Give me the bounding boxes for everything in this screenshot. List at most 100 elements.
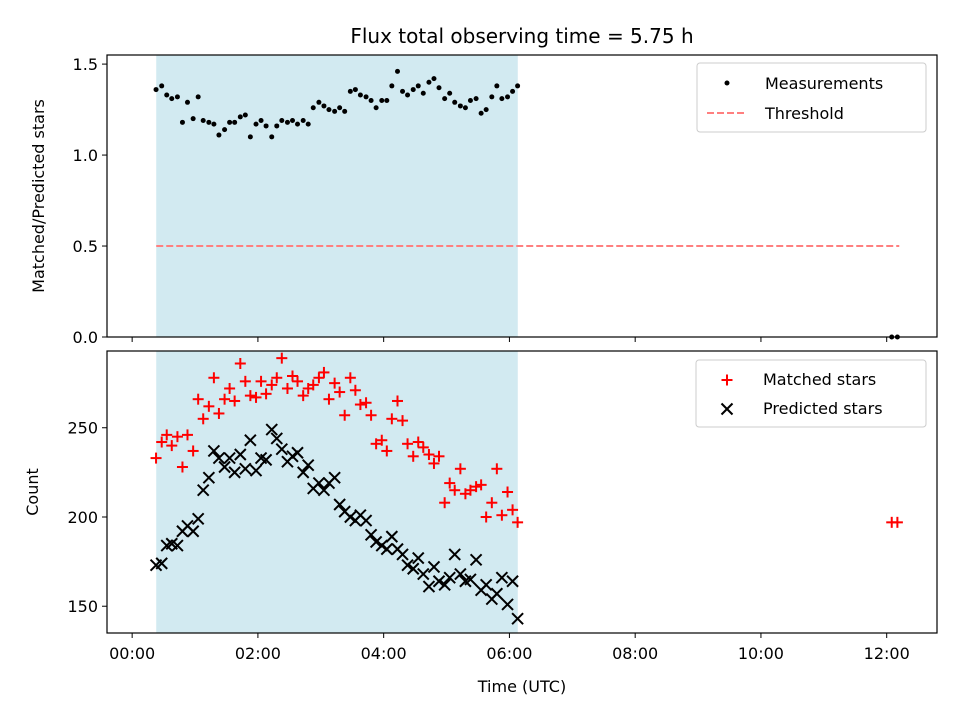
predicted-star-point-b [212,451,226,465]
matched-star-point [386,413,398,425]
predicted-star-point-b [511,612,524,625]
matched-star-point [433,450,445,462]
measurement-point [232,119,238,125]
matched-star-point [365,409,377,421]
predicted-star-point-b [291,446,304,459]
predicted-star-point [448,548,461,561]
predicted-star-point-b [469,553,483,567]
measurement-point [442,96,448,102]
predicted-star-point [359,514,373,527]
predicted-star-point [275,442,289,456]
matched-star-point [244,390,256,402]
matched-star-point [161,429,173,441]
top-y-tick-label: 1.0 [73,146,98,165]
predicted-star-point-b [223,451,236,465]
matched-star-point [417,441,429,453]
predicted-star-point [438,578,451,592]
top-legend-box [696,62,927,133]
x-tick-label: 10:00 [738,644,784,663]
predicted-star-point [312,476,326,490]
matched-star-point [512,516,524,528]
measurement-point [494,83,500,89]
measurement-point [179,119,185,125]
predicted-star-point [422,580,436,593]
matched-star-point [323,393,335,405]
measurement-point [159,83,165,89]
measurement-point [467,97,473,103]
predicted-star-point-b [333,498,346,511]
top-y-tick-label: 0.0 [73,328,98,347]
predicted-star-point-b [202,471,216,484]
predicted-star-point-b [354,508,367,522]
bottom-legend-box [695,359,927,428]
legend-measurements-label: Measurements [765,74,883,93]
predicted-star-point [212,451,226,465]
predicted-star-point [427,560,441,574]
legend-matched-marker [721,374,733,386]
bottom-y-tick-label: 200 [67,508,98,527]
predicted-star-point-b [270,432,283,445]
matched-star-point [475,479,487,491]
predicted-star-point-b [338,505,351,518]
predicted-star-point [291,446,304,459]
predicted-star-point-b [422,580,436,593]
measurement-point [279,117,285,123]
matched-star-point [402,438,414,450]
matched-star-point [339,409,351,421]
measurement-point [206,119,212,125]
measurement-point [269,134,275,140]
matched-star-point [181,429,193,441]
matched-star-point [156,436,168,448]
measurement-point [379,97,385,103]
predicted-star-point [479,578,493,592]
matched-star-point [208,372,220,384]
x-tick-label: 08:00 [612,644,658,663]
predicted-star-point-b [432,575,446,588]
measurement-point [227,119,233,125]
predicted-star-point [223,451,236,465]
predicted-star-point [239,462,252,476]
matched-star-point [219,393,231,405]
measurement-point [222,127,228,133]
predicted-star-point-b [506,575,519,588]
predicted-star-point-b [369,535,383,549]
predicted-star-point [234,448,247,461]
matched-star-point [480,511,492,523]
matched-star-point [197,413,209,425]
predicted-star-point [207,444,221,458]
matched-star-point [449,484,461,496]
predicted-star-point-b [196,484,210,497]
predicted-star-point [218,460,231,474]
predicted-star-point [396,548,409,561]
legend-predicted-symbol-b [720,402,734,416]
predicted-star-point-b [464,573,477,586]
matched-star-point [507,504,519,516]
measurement-point [332,108,338,114]
matched-star-point [250,391,262,403]
predicted-star-point [469,553,483,567]
bottom-legend: Matched stars Predicted stars [695,359,927,428]
matched-star-point [454,463,466,475]
predicted-star-point [443,571,456,584]
measurement-point [499,96,505,102]
measurement-point [400,88,406,94]
predicted-star-point-b [155,557,168,570]
predicted-star-point-b [448,548,461,561]
predicted-star-point-b [412,551,425,565]
predicted-star-point [511,612,524,625]
x-tick-label: 06:00 [486,644,532,663]
predicted-star-point [506,575,519,588]
matched-star-point [260,388,272,400]
matched-star-point [297,390,309,402]
matched-star-point [318,366,330,378]
matched-star-point [464,484,476,496]
predicted-star-point [196,484,210,497]
measurement-point [384,97,390,103]
top-panel: 0.0 0.5 1.0 1.5 Matched/Predicted stars Mea… [29,54,938,347]
measurement-point [216,132,222,138]
matched-star-point [266,379,278,391]
matched-star-point [224,382,236,394]
matched-star-point [271,372,283,384]
predicted-star-point-b [344,510,357,524]
predicted-star-point-b [312,476,326,490]
